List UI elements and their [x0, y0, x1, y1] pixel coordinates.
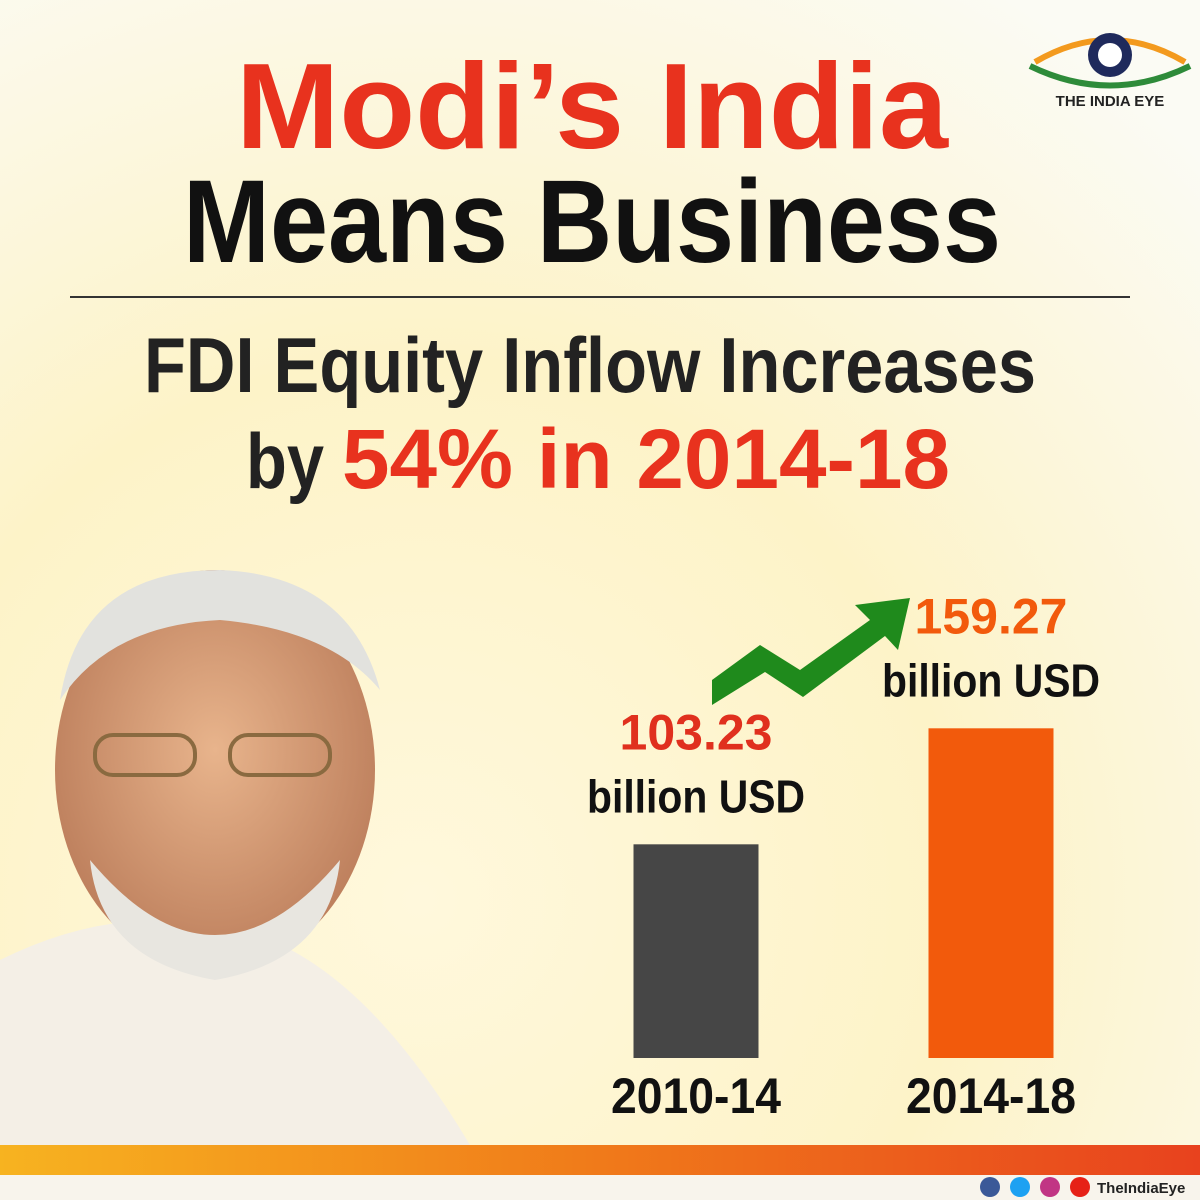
growth-arrow: [712, 598, 910, 705]
portrait: [0, 570, 470, 1145]
footer-handle: TheIndiaEye: [1097, 1180, 1185, 1197]
bar: [928, 728, 1054, 1058]
value-label: 159.27: [915, 588, 1068, 644]
subtitle-line1: FDI Equity Inflow Increases: [144, 321, 1036, 409]
category-label: 2014-18: [906, 1068, 1076, 1124]
value-label: 103.23: [620, 704, 773, 760]
title-line2: Means Business: [183, 156, 1001, 288]
social-icons: [980, 1177, 1090, 1197]
category-label: 2010-14: [611, 1068, 781, 1124]
footer-strip: [0, 1175, 1200, 1200]
logo: [1028, 33, 1192, 89]
subtitle-highlight: 54% in 2014-18: [342, 412, 950, 506]
unit-label: billion USD: [587, 770, 805, 822]
subtitle-prefix: by: [246, 417, 324, 505]
footer-band: [0, 1145, 1200, 1175]
bar: [633, 844, 759, 1058]
brand: THE INDIA EYE: [1056, 93, 1165, 110]
title-line1: Modi’s India: [236, 38, 949, 174]
unit-label: billion USD: [882, 654, 1100, 706]
